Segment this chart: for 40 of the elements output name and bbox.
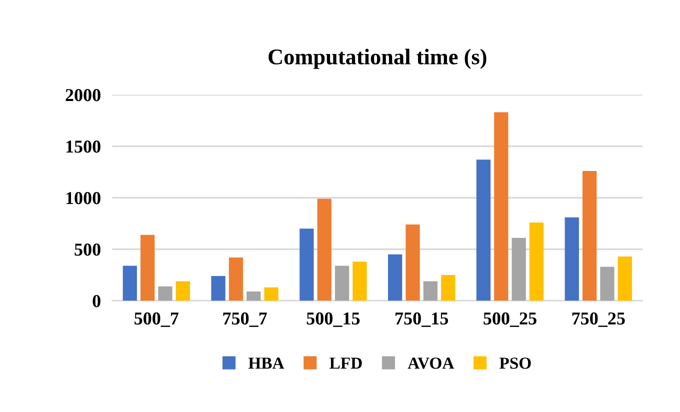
bar [246, 291, 261, 301]
x-tick-label: 750_7 [223, 312, 267, 327]
bar [211, 276, 226, 301]
chart-title: Computational time (s) [268, 48, 486, 69]
x-tick-label: 500_25 [484, 312, 536, 327]
y-tick-label: 1500 [66, 140, 100, 153]
y-tick-label: 2000 [66, 89, 100, 102]
bar [264, 287, 278, 301]
legend-label: LFD [330, 358, 362, 369]
bar [529, 222, 544, 301]
bar [317, 198, 332, 301]
bar [406, 224, 420, 301]
x-tick-label: 500_7 [134, 312, 179, 327]
bar [512, 238, 526, 301]
bar [334, 266, 350, 301]
bar [618, 256, 632, 301]
bar [582, 170, 597, 301]
bar [228, 258, 244, 301]
bar [423, 281, 438, 301]
x-tick-label: 750_15 [396, 312, 448, 327]
bar [158, 286, 172, 301]
y-tick-label: 1000 [66, 192, 100, 204]
y-tick-label: 0 [92, 295, 100, 308]
bar [176, 281, 190, 301]
bar [564, 217, 579, 301]
y-tick-label: 500 [74, 244, 100, 256]
legend-label: PSO [500, 358, 531, 369]
x-tick-label: 750_25 [572, 312, 625, 327]
bar [600, 266, 614, 301]
bar [300, 228, 314, 301]
legend-label: HBA [248, 358, 284, 369]
bar [476, 160, 491, 301]
bar [441, 275, 456, 301]
bar [140, 234, 155, 301]
bar [352, 262, 367, 301]
bar [388, 254, 402, 301]
legend-label: AVOA [408, 358, 454, 369]
x-tick-label: 500_15 [306, 312, 360, 327]
bar [494, 112, 508, 301]
bar [122, 266, 137, 301]
